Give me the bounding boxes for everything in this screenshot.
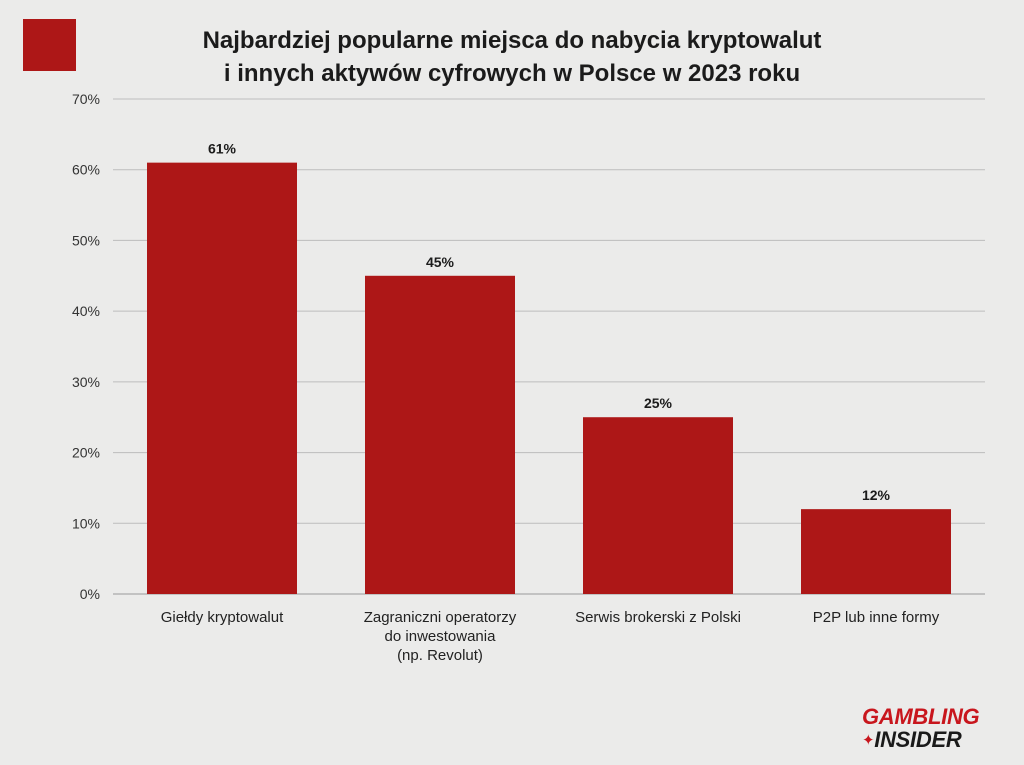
y-tick-label: 10% (72, 515, 100, 531)
y-tick-label: 20% (72, 445, 100, 461)
legend-swatch (23, 19, 76, 71)
x-tick-label: (np. Revolut) (397, 647, 483, 664)
data-label: 45% (426, 254, 455, 270)
bar (365, 275, 515, 594)
bar (801, 509, 951, 594)
chart-title-line-1: Najbardziej popularne miejsca do nabycia… (202, 27, 822, 54)
x-tick-label: P2P lub inne formy (813, 609, 940, 626)
y-tick-label: 30% (72, 374, 100, 390)
x-tick-label: Serwis brokerski z Polski (575, 609, 741, 626)
x-tick-label: do inwestowania (385, 628, 497, 645)
y-tick-label: 40% (72, 303, 100, 319)
bar (583, 417, 733, 594)
logo-star-icon: ✦ (862, 732, 875, 749)
data-label: 61% (208, 141, 237, 157)
y-tick-label: 0% (80, 586, 100, 602)
x-tick-label: Zagraniczni operatorzy (364, 609, 517, 626)
data-label: 12% (862, 487, 891, 503)
logo-line-2-text: INSIDER (874, 727, 962, 752)
y-tick-label: 70% (72, 91, 100, 107)
logo-line-1: GAMBLING (862, 704, 980, 729)
data-label: 25% (644, 395, 673, 411)
logo-line-2: ✦INSIDER (862, 728, 979, 752)
chart-title: Najbardziej popularne miejsca do nabycia… (150, 24, 874, 90)
y-tick-label: 50% (72, 232, 100, 248)
chart-title-line-2: i innych aktywów cyfrowych w Polsce w 20… (223, 60, 801, 87)
bar (147, 162, 297, 594)
x-tick-label: Giełdy kryptowalut (161, 609, 284, 626)
y-tick-label: 60% (72, 162, 100, 178)
gambling-insider-logo: GAMBLING ✦INSIDER (862, 704, 980, 752)
